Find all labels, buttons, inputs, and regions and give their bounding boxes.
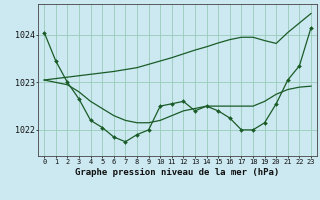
X-axis label: Graphe pression niveau de la mer (hPa): Graphe pression niveau de la mer (hPa): [76, 168, 280, 177]
